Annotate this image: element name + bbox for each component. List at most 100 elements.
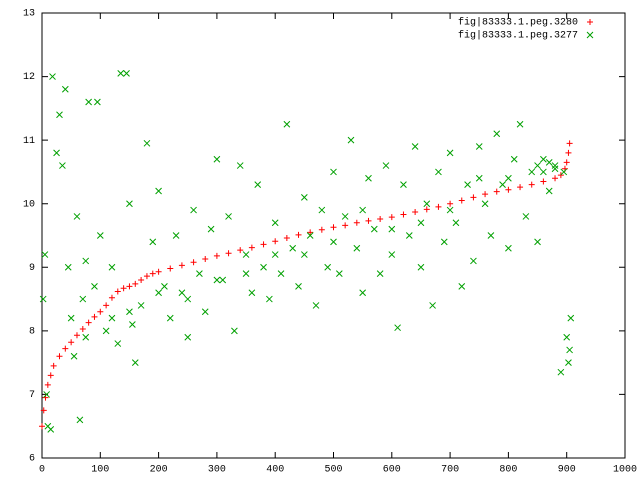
y-tick-label: 7: [29, 390, 35, 401]
point: [464, 181, 471, 188]
point: [551, 162, 559, 169]
point: [499, 181, 506, 188]
point: [39, 423, 45, 430]
point: [91, 313, 98, 320]
point: [266, 295, 273, 303]
point: [73, 332, 80, 339]
point: [129, 321, 136, 328]
point: [202, 256, 209, 263]
point: [120, 285, 127, 292]
x-tick-label: 600: [383, 465, 401, 476]
point: [534, 162, 541, 169]
point: [41, 251, 49, 258]
point: [330, 224, 337, 231]
x-tick-label: 400: [266, 465, 284, 476]
point: [447, 200, 454, 207]
point: [271, 219, 279, 227]
point: [254, 181, 262, 188]
point: [365, 174, 372, 182]
point: [248, 244, 255, 251]
x-tick-label: 800: [499, 465, 517, 476]
point: [73, 213, 81, 220]
point: [295, 283, 302, 290]
point: [85, 319, 92, 326]
point: [475, 143, 483, 150]
point: [566, 346, 573, 354]
point: [277, 270, 285, 277]
point: [213, 276, 221, 284]
point: [47, 426, 55, 433]
point: [43, 391, 51, 398]
point: [50, 362, 57, 369]
point: [300, 251, 308, 258]
point: [114, 340, 122, 347]
point: [70, 352, 78, 360]
point: [289, 244, 297, 252]
point: [566, 140, 573, 147]
point: [470, 257, 477, 265]
point: [475, 174, 483, 182]
point: [522, 213, 530, 220]
point: [138, 277, 145, 283]
point: [567, 314, 575, 322]
point: [236, 162, 244, 169]
point: [131, 359, 139, 366]
point: [423, 206, 430, 213]
point: [242, 251, 250, 258]
point: [545, 187, 553, 195]
point: [108, 314, 116, 322]
point: [155, 187, 162, 195]
point: [312, 302, 320, 309]
legend-marker: [586, 31, 594, 39]
point: [347, 136, 355, 144]
point: [528, 181, 535, 188]
point: [446, 206, 454, 214]
point: [155, 268, 162, 275]
point: [196, 270, 203, 277]
y-tick-label: 11: [23, 136, 35, 147]
point: [225, 250, 232, 257]
point: [417, 263, 425, 271]
point: [137, 302, 145, 309]
point: [505, 244, 512, 252]
x-tick-label: 100: [91, 465, 109, 476]
point: [155, 289, 162, 297]
point: [517, 184, 524, 191]
point: [143, 139, 151, 147]
point: [108, 263, 116, 271]
point: [82, 333, 90, 341]
point: [528, 168, 536, 176]
x-tick-label: 500: [324, 465, 342, 476]
point: [560, 168, 568, 176]
point: [400, 211, 407, 218]
point: [126, 283, 133, 290]
point: [213, 155, 221, 163]
point: [376, 270, 384, 277]
point: [161, 283, 168, 290]
point: [353, 244, 361, 252]
point: [283, 120, 291, 128]
y-tick-label: 8: [29, 326, 35, 337]
y-tick-label: 10: [23, 199, 35, 210]
point: [40, 407, 47, 414]
point: [242, 270, 250, 277]
x-tick-label: 700: [441, 465, 459, 476]
point: [62, 345, 69, 352]
point: [248, 289, 256, 297]
point: [353, 219, 360, 226]
point: [565, 359, 572, 366]
x-tick-label: 900: [558, 465, 576, 476]
point: [446, 149, 454, 157]
point: [213, 252, 220, 259]
point: [551, 165, 559, 173]
point: [557, 368, 565, 376]
point: [61, 85, 69, 93]
plot-frame: [41, 12, 626, 459]
point: [44, 381, 51, 388]
point: [435, 203, 442, 210]
point: [231, 327, 238, 335]
point: [306, 232, 314, 239]
point: [557, 172, 564, 179]
point: [482, 191, 489, 198]
point: [307, 229, 314, 236]
